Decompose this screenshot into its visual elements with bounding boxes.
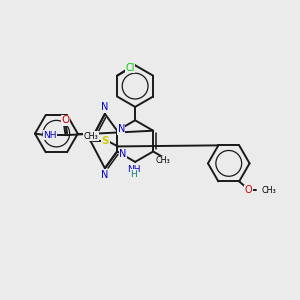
Text: N: N bbox=[101, 102, 109, 112]
Text: N: N bbox=[118, 124, 125, 134]
Text: Cl: Cl bbox=[125, 63, 135, 73]
Text: CH₃: CH₃ bbox=[262, 186, 277, 195]
Text: O: O bbox=[61, 115, 69, 125]
Text: N: N bbox=[101, 170, 109, 180]
Text: CH₃: CH₃ bbox=[156, 156, 171, 165]
Text: N: N bbox=[119, 149, 127, 160]
Text: NH: NH bbox=[127, 165, 141, 174]
Text: H: H bbox=[130, 170, 137, 179]
Text: O: O bbox=[245, 185, 253, 195]
Text: NH: NH bbox=[43, 130, 57, 140]
Text: CH₃: CH₃ bbox=[84, 131, 98, 140]
Text: S: S bbox=[102, 136, 109, 146]
